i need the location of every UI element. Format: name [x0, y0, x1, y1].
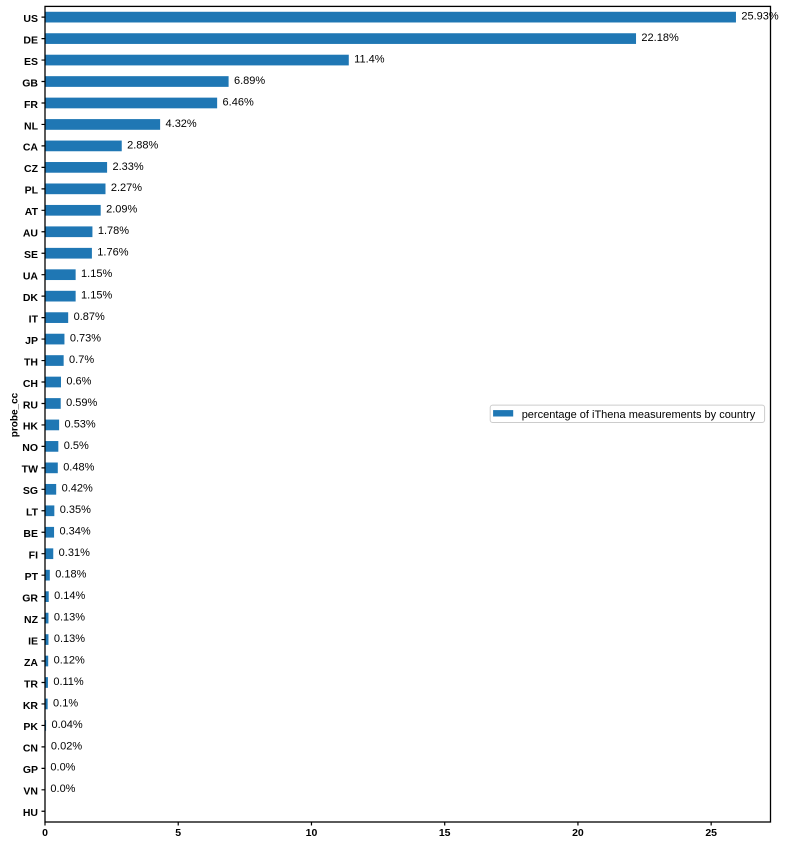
svg-text:0.14%: 0.14% — [54, 590, 85, 602]
svg-text:0.87%: 0.87% — [74, 311, 105, 323]
svg-text:0.42%: 0.42% — [62, 483, 93, 495]
svg-text:0.6%: 0.6% — [66, 375, 91, 387]
svg-text:GB: GB — [22, 77, 38, 89]
svg-text:0.35%: 0.35% — [60, 504, 91, 516]
svg-text:5: 5 — [175, 827, 181, 839]
svg-text:22.18%: 22.18% — [641, 32, 679, 44]
svg-text:US: US — [23, 13, 38, 25]
svg-text:IT: IT — [29, 313, 39, 325]
svg-text:NL: NL — [24, 120, 39, 132]
svg-text:0.0%: 0.0% — [50, 762, 75, 774]
svg-text:1.15%: 1.15% — [81, 268, 112, 280]
svg-text:0.1%: 0.1% — [53, 697, 78, 709]
svg-text:1.15%: 1.15% — [81, 290, 112, 302]
svg-text:1.78%: 1.78% — [98, 225, 129, 237]
svg-text:TH: TH — [24, 356, 38, 368]
svg-text:11.4%: 11.4% — [354, 53, 385, 65]
svg-text:ES: ES — [24, 56, 38, 68]
svg-text:0.12%: 0.12% — [54, 654, 85, 666]
svg-text:DE: DE — [23, 34, 38, 46]
svg-text:0.5%: 0.5% — [64, 440, 89, 452]
svg-text:0.59%: 0.59% — [66, 397, 97, 409]
svg-text:SG: SG — [23, 485, 38, 497]
svg-text:4.32%: 4.32% — [166, 118, 197, 130]
svg-text:SE: SE — [24, 249, 38, 261]
svg-text:0.53%: 0.53% — [65, 418, 96, 430]
svg-text:GR: GR — [22, 592, 38, 604]
svg-text:0.73%: 0.73% — [70, 332, 101, 344]
svg-text:IE: IE — [28, 635, 38, 647]
svg-text:FR: FR — [24, 99, 38, 111]
svg-text:DK: DK — [23, 292, 39, 304]
svg-text:2.33%: 2.33% — [112, 161, 143, 173]
svg-text:probe_cc: probe_cc — [10, 392, 21, 437]
svg-text:ZA: ZA — [24, 657, 38, 669]
svg-text:CZ: CZ — [24, 163, 39, 175]
svg-text:HU: HU — [23, 807, 38, 819]
svg-text:0.11%: 0.11% — [53, 676, 84, 688]
svg-text:AT: AT — [25, 206, 39, 218]
svg-text:6.89%: 6.89% — [234, 75, 265, 87]
svg-text:10: 10 — [306, 827, 318, 839]
svg-text:percentage of iThena measureme: percentage of iThena measurements by cou… — [522, 409, 756, 421]
svg-text:0.7%: 0.7% — [69, 354, 94, 366]
svg-text:2.09%: 2.09% — [106, 204, 137, 216]
svg-text:BE: BE — [23, 528, 38, 540]
svg-text:HK: HK — [23, 421, 39, 433]
svg-text:PK: PK — [23, 721, 38, 733]
svg-text:VN: VN — [23, 786, 38, 798]
svg-text:15: 15 — [439, 827, 451, 839]
svg-text:0.13%: 0.13% — [54, 633, 85, 645]
svg-text:FI: FI — [29, 550, 38, 562]
svg-text:1.76%: 1.76% — [97, 247, 128, 259]
svg-text:0.13%: 0.13% — [54, 612, 85, 624]
svg-text:20: 20 — [572, 827, 584, 839]
svg-text:0.31%: 0.31% — [59, 547, 90, 559]
svg-text:25: 25 — [705, 827, 717, 839]
svg-text:0.02%: 0.02% — [51, 740, 82, 752]
svg-text:0.04%: 0.04% — [51, 719, 82, 731]
svg-text:GP: GP — [23, 764, 38, 776]
svg-text:CH: CH — [23, 378, 38, 390]
svg-text:UA: UA — [23, 270, 39, 282]
svg-text:25.93%: 25.93% — [741, 11, 779, 23]
svg-text:0.34%: 0.34% — [59, 526, 90, 538]
svg-text:AU: AU — [23, 228, 38, 240]
svg-text:KR: KR — [23, 700, 39, 712]
svg-text:JP: JP — [25, 335, 38, 347]
svg-text:PT: PT — [25, 571, 39, 583]
svg-text:2.27%: 2.27% — [111, 182, 142, 194]
svg-text:CA: CA — [23, 142, 39, 154]
svg-text:2.88%: 2.88% — [127, 139, 158, 151]
svg-text:0.48%: 0.48% — [63, 461, 94, 473]
svg-text:0.18%: 0.18% — [55, 569, 86, 581]
svg-text:0: 0 — [42, 827, 48, 839]
svg-text:NO: NO — [22, 442, 38, 454]
svg-text:CN: CN — [23, 743, 38, 755]
svg-text:TR: TR — [24, 678, 38, 690]
svg-text:NZ: NZ — [24, 614, 39, 626]
svg-text:0.0%: 0.0% — [50, 783, 75, 795]
svg-text:6.46%: 6.46% — [223, 96, 254, 108]
svg-text:RU: RU — [23, 399, 38, 411]
svg-text:TW: TW — [22, 464, 38, 476]
svg-text:PL: PL — [25, 185, 39, 197]
svg-text:LT: LT — [26, 507, 39, 519]
